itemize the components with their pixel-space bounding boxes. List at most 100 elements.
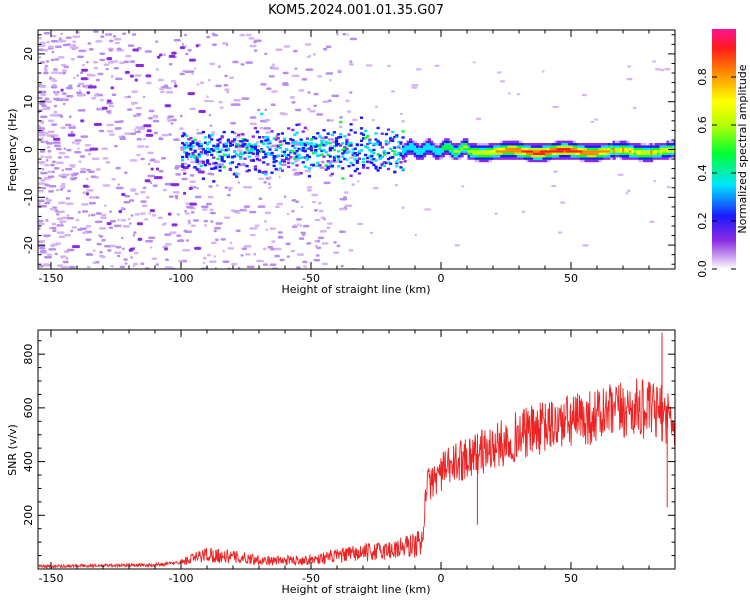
heatmap-cell [40,155,45,158]
heatmap-cell [299,143,303,147]
heatmap-cell [563,145,567,148]
heatmap-cell [593,147,598,151]
heatmap-cell [305,154,309,157]
heatmap-cell [664,154,668,158]
heatmap-cell [556,140,560,144]
heatmap-cell [183,147,187,150]
y-tick-label: 800 [22,344,35,365]
heatmap-cell [61,69,67,72]
heatmap-cell [77,147,80,150]
heatmap-cell [427,143,431,146]
heatmap-cell [86,60,89,64]
heatmap-cell [260,112,264,116]
heatmap-cell [394,184,399,187]
heatmap-cell [659,143,663,146]
heatmap-cell [79,71,84,75]
heatmap-cell [190,224,196,228]
heatmap-cell [671,150,675,153]
heatmap-cell [439,157,443,160]
heatmap-cell [380,132,384,135]
heatmap-cell [255,130,260,133]
heatmap-cell [374,159,378,162]
heatmap-cell [106,129,114,133]
heatmap-cell [368,138,372,141]
heatmap-cell [397,151,401,154]
heatmap-cell [43,71,49,75]
heatmap-cell [306,242,312,245]
x-tick-label: -100 [169,272,194,285]
heatmap-cell [155,68,160,71]
heatmap-cell [299,156,303,159]
heatmap-cell [245,253,251,256]
heatmap-cell [249,227,257,230]
heatmap-cell [254,155,260,158]
heatmap-cell [149,209,156,213]
heatmap-cell [251,146,255,149]
heatmap-cell [413,143,417,146]
heatmap-cell [205,161,210,164]
heatmap-cell [220,148,224,152]
heatmap-cell [533,143,537,146]
heatmap-cell [568,140,572,144]
heatmap-cell [476,157,481,160]
heatmap-cell [345,142,349,146]
heatmap-cell [278,146,282,150]
heatmap-cell [458,154,462,158]
heatmap-cell [86,73,93,77]
heatmap-cell [368,149,372,152]
heatmap-cell [253,126,257,130]
heatmap-cell [347,150,351,153]
heatmap-cell [596,143,600,146]
heatmap-cell [149,181,153,185]
heatmap-cell [110,75,114,78]
heatmap-cell [494,212,498,215]
heatmap-cell [318,163,322,167]
heatmap-cell [475,117,482,120]
heatmap-cell [113,144,118,148]
heatmap-cell [502,154,506,158]
heatmap-cell [65,36,72,39]
heatmap-cell [231,262,238,266]
heatmap-cell [313,92,319,96]
heatmap-cell [617,150,621,153]
heatmap-cell [486,143,490,146]
heatmap-cell [570,143,574,146]
heatmap-cell [77,109,86,112]
heatmap-cell [157,216,163,220]
heatmap-cell [454,244,460,247]
heatmap-cell [174,84,178,88]
heatmap-cell [673,154,675,158]
heatmap-cell [253,145,257,148]
heatmap-cell [319,230,327,233]
heatmap-cell [320,142,324,146]
heatmap-cell [386,167,391,171]
colorbar: 0.00.20.40.60.8 Normalized spectral ampl… [696,29,749,278]
heatmap-cell [210,153,214,157]
heatmap-cell [434,154,438,158]
heatmap-cell [359,132,364,135]
heatmap-cell [668,143,672,146]
heatmap-cell [334,140,339,144]
heatmap-cell [453,157,457,160]
heatmap-cell [500,150,504,153]
heatmap-cell [535,157,539,160]
heatmap-cell [558,140,562,144]
heatmap-cell [60,256,64,259]
heatmap-cell [199,144,203,147]
heatmap-cell [181,163,185,166]
heatmap-cell [249,149,253,153]
heatmap-cell [131,33,137,36]
heatmap-cell [598,147,602,151]
heatmap-cell [406,150,410,153]
heatmap-cell [556,157,560,160]
heatmap-cell [239,163,247,167]
heatmap-cell [183,172,187,175]
heatmap-cell [342,33,347,36]
heatmap-cell [233,138,237,141]
heatmap-cell [376,143,380,146]
heatmap-cell [187,146,191,149]
heatmap-cell [413,140,417,144]
heatmap-cell [411,143,415,146]
heatmap-cell [65,94,74,98]
heatmap-cell [57,156,62,159]
